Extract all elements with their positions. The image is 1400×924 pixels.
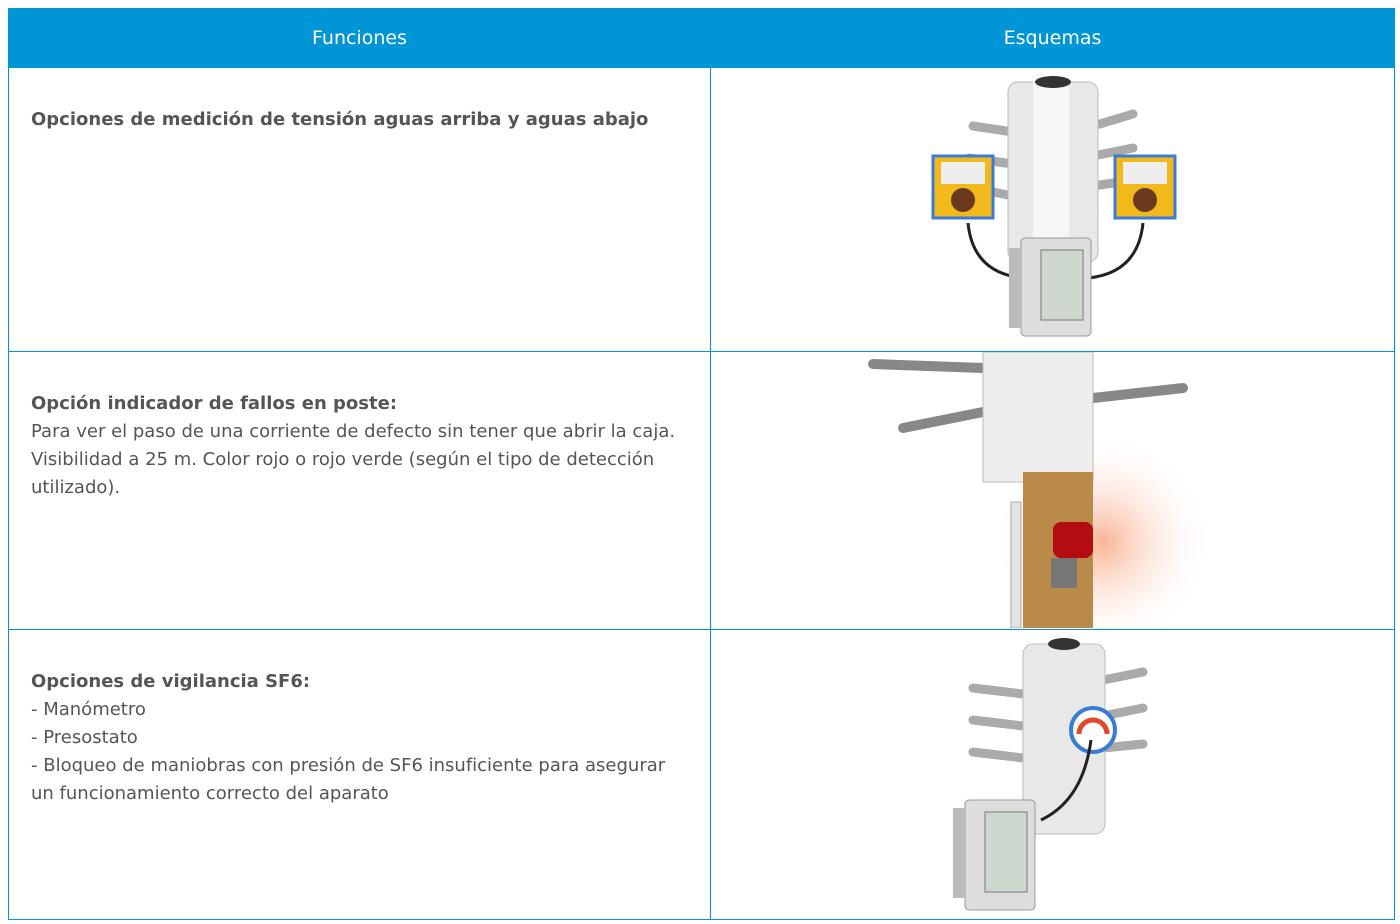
header-cell: Esquemas <box>710 8 1395 68</box>
row: Opciones de medición de tensión aguas ar… <box>8 67 1395 352</box>
function-text: - Bloqueo de maniobras con presión de SF… <box>31 755 666 804</box>
function-text: Para ver el paso de una corriente de def… <box>31 421 676 498</box>
function-text: - Manómetro <box>31 699 146 720</box>
function-title: Opción indicador de fallos en poste: <box>31 393 398 414</box>
scheme-voltage <box>931 76 1176 337</box>
scheme-cell <box>710 67 1395 352</box>
scheme-sf6 <box>952 638 1147 911</box>
row: Opción indicador de fallos en poste: Par… <box>8 351 1395 630</box>
function-text: - Presostato <box>31 727 138 748</box>
function-title: Opciones de medición de tensión aguas ar… <box>31 109 649 130</box>
header-row: Funciones Esquemas <box>8 8 1395 68</box>
function-cell: Opciones de medición de tensión aguas ar… <box>8 67 711 352</box>
function-cell: Opciones de vigilancia SF6: - Manómetro … <box>8 629 711 920</box>
scheme-cell <box>710 351 1395 630</box>
functions-table: Funciones Esquemas Opciones de medición … <box>8 8 1395 920</box>
scheme-fault-indicator <box>867 352 1213 628</box>
function-cell: Opción indicador de fallos en poste: Par… <box>8 351 711 630</box>
row: Opciones de vigilancia SF6: - Manómetro … <box>8 629 1395 920</box>
function-title: Opciones de vigilancia SF6: <box>31 671 311 692</box>
scheme-cell <box>710 629 1395 920</box>
header-cell: Funciones <box>8 8 711 68</box>
